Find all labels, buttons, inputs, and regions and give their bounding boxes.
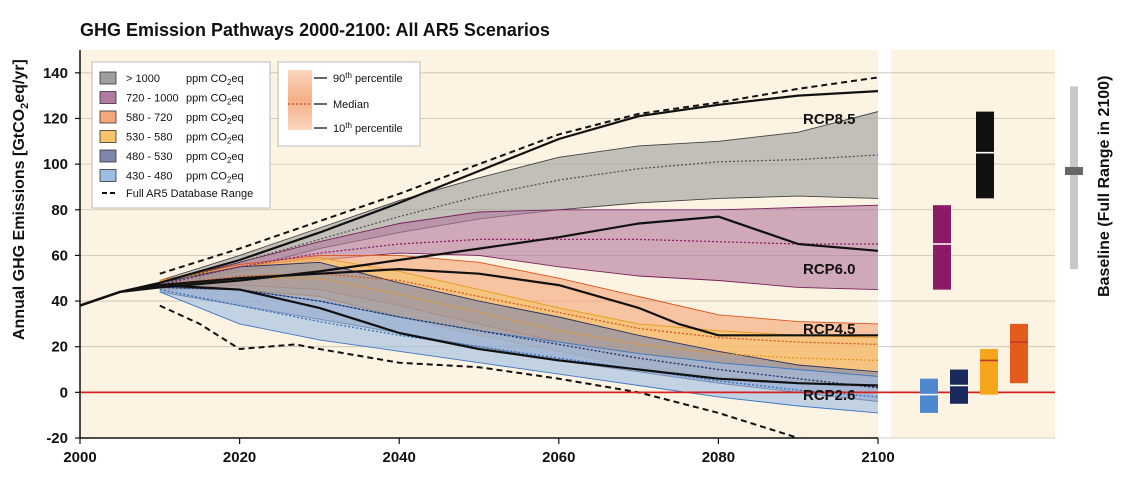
range-bar-5: [976, 111, 994, 199]
legend-swatch-3: [99, 130, 117, 143]
x-tick-label: 2040: [383, 449, 416, 466]
band-median-5: [159, 288, 878, 398]
legend-unit-4: ppm CO2eq: [186, 151, 244, 165]
x-tick-label: 2020: [223, 449, 256, 466]
rcp85-label: RCP8.5: [803, 111, 856, 128]
y-tick-label: 60: [51, 247, 68, 264]
band-upper-3: [159, 257, 878, 339]
legend-range-4: 480 - 530: [126, 151, 172, 163]
legend-unit-0: ppm CO2eq: [186, 73, 244, 87]
rcp26-label: RCP2.6: [803, 387, 856, 404]
chart-title: GHG Emission Pathways 2000-2100: All AR5…: [80, 20, 550, 40]
band-median-4: [159, 286, 878, 389]
x-tick-label: 2080: [702, 449, 735, 466]
legend-range-5: 430 - 480: [126, 171, 172, 183]
y-tick-label: 100: [43, 156, 68, 173]
y-tick-label: 120: [43, 110, 68, 127]
legend-range-0: > 1000: [126, 73, 160, 85]
legend-unit-5: ppm CO2eq: [186, 171, 244, 185]
db-range-legend-label: Full AR5 Database Range: [126, 188, 253, 200]
y-tick-label: 40: [51, 293, 68, 310]
legend-swatch-4: [99, 149, 117, 163]
percentile-swatch: [288, 70, 312, 130]
x-axis: 2000 2020 2040 2060 2080 2100: [63, 437, 895, 466]
y-tick-label: -20: [46, 430, 68, 447]
legend-swatch-5: [99, 169, 117, 182]
rcp-line-1: [80, 215, 878, 307]
baseline-range-bar: [1065, 86, 1083, 270]
legend-range-1: 720 - 1000: [126, 93, 179, 105]
rcp60-label: RCP6.0: [803, 261, 856, 278]
range-bar-1: [950, 369, 968, 404]
band-median-0: [159, 154, 878, 286]
rcp-line-3: [80, 284, 878, 387]
band-lower-5: [159, 291, 878, 414]
legend-range-3: 530 - 580: [126, 132, 172, 144]
baseline-median: [1065, 166, 1083, 175]
x-tick-label: 2060: [542, 449, 575, 466]
range-bar-2: [980, 348, 998, 395]
y-axis: -20 0 20 40 60 80 100 120 140: [43, 50, 81, 447]
y-tick-label: 80: [51, 202, 68, 219]
legend-swatch-1: [99, 91, 117, 104]
db-range-upper: [159, 76, 878, 275]
range-2100-bars: [920, 111, 1028, 413]
legend-unit-1: ppm CO2eq: [186, 93, 244, 107]
band-1: [159, 205, 878, 290]
database-range-lines: [159, 76, 878, 438]
rcp45-label: RCP4.5: [803, 321, 856, 338]
percentile-legend: 90th percentile Median 10th percentile: [277, 61, 421, 147]
p10-label: 10th percentile: [333, 121, 403, 135]
band-5: [159, 287, 878, 413]
concentration-legend: > 1000 ppm CO2eq 720 - 1000 ppm CO2eq 580 - …: [91, 61, 271, 209]
legend-swatch-0: [99, 71, 117, 85]
y-tick-label: 20: [51, 339, 68, 356]
band-median-3: [159, 277, 878, 362]
band-upper-2: [159, 254, 878, 325]
legend-range-2: 580 - 720: [126, 112, 172, 124]
legend-swatch-2: [99, 110, 117, 124]
y-axis-label: Annual GHG Emissions [GtCO2eq/yr]: [11, 59, 31, 340]
band-upper-0: [159, 111, 878, 281]
range-bar-4: [933, 205, 951, 290]
baseline-range: [1070, 86, 1078, 270]
rcp-line-0: [80, 90, 878, 307]
band-upper-1: [159, 204, 878, 284]
side-panel-background: [891, 50, 1055, 438]
legend-unit-2: ppm CO2eq: [186, 112, 244, 126]
range-bar-0: [920, 378, 938, 413]
x-tick-label: 2000: [63, 449, 96, 466]
band-upper-4: [159, 261, 878, 373]
y-tick-label: 140: [43, 65, 68, 82]
baseline-axis-label: Baseline (Full Range in 2100): [1096, 76, 1113, 297]
range-bar-3: [1010, 323, 1028, 384]
p90-label: 90th percentile: [333, 71, 403, 85]
x-tick-label: 2100: [861, 449, 894, 466]
rcp-lines: [80, 90, 878, 387]
median-label: Median: [333, 99, 369, 111]
y-tick-label: 0: [60, 384, 68, 401]
db-range-lower: [159, 304, 799, 438]
legend-unit-3: ppm CO2eq: [186, 132, 244, 146]
